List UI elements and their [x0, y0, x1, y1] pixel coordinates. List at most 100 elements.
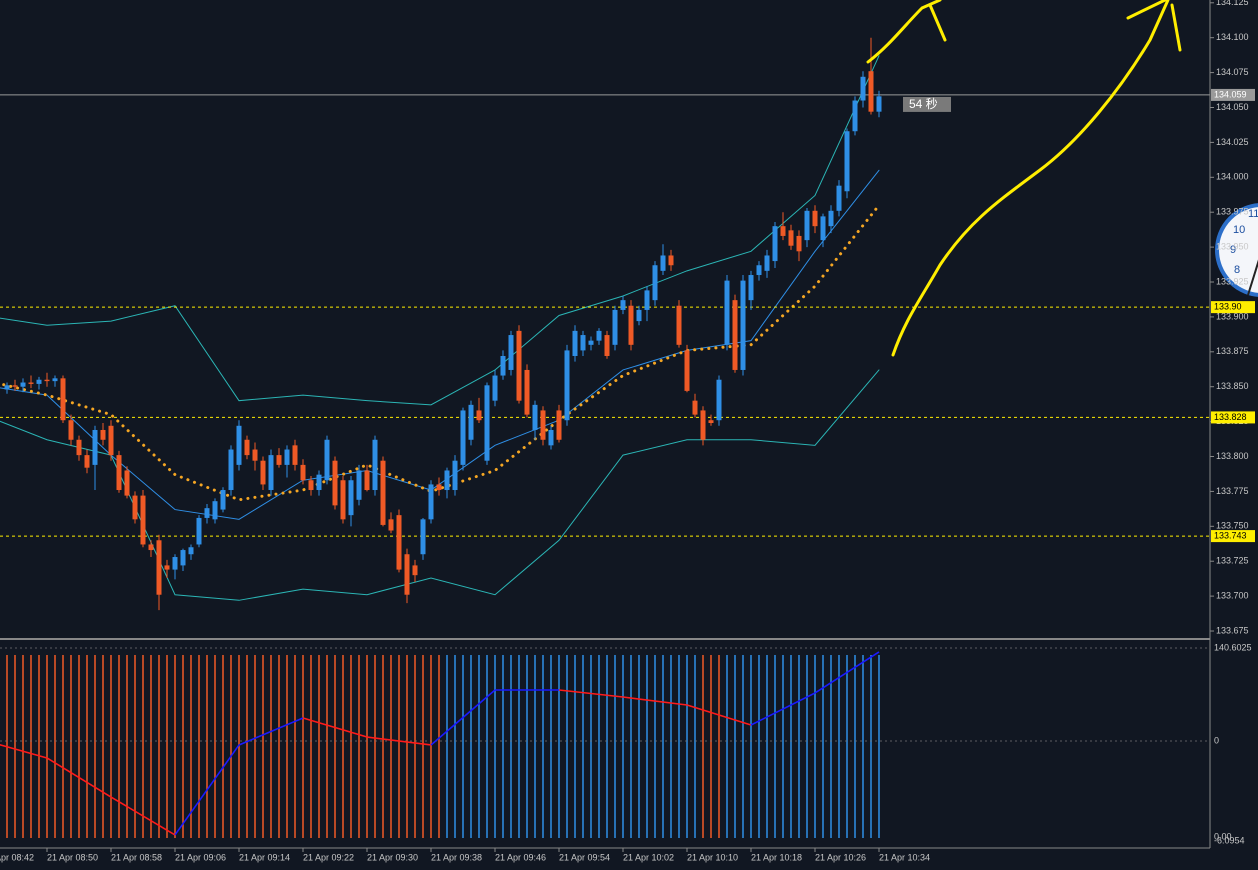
candle-body [868, 71, 874, 112]
candle-body [524, 369, 530, 415]
level-label-box [1211, 411, 1255, 424]
oscillator-line [686, 704, 752, 726]
candle-body [828, 210, 834, 227]
candle-body [164, 565, 170, 570]
candle-body [228, 449, 234, 491]
candle-body [68, 420, 74, 440]
y-tick-label: 133.725 [1216, 556, 1249, 566]
candle-body [660, 255, 666, 271]
oscillator-line [174, 744, 240, 836]
candle-body [4, 385, 10, 390]
candle-body [340, 480, 346, 520]
candle-body [460, 410, 466, 465]
candle-body [388, 519, 394, 531]
candle-body [356, 470, 362, 500]
candle-body [668, 255, 674, 266]
candle-body [332, 460, 338, 506]
annotations [866, 0, 1182, 357]
candle-body [28, 382, 34, 384]
candle-body [636, 309, 642, 322]
candle-body [492, 375, 498, 401]
candle-body [820, 216, 826, 241]
candle-body [540, 410, 546, 440]
candle-body [716, 379, 722, 421]
level-label: 133.90 [1214, 302, 1242, 312]
candle-body [796, 235, 802, 252]
candle-body [844, 131, 850, 192]
candle-body [724, 280, 730, 345]
clock-number: 10 [1233, 224, 1245, 236]
candle-body [740, 280, 746, 370]
candle-body [236, 425, 242, 465]
oscillator-line [302, 717, 368, 738]
candle-body [84, 455, 90, 468]
candle-body [484, 385, 490, 461]
oscillator-line [430, 689, 496, 746]
candle-body [852, 100, 858, 132]
candle-body [412, 565, 418, 576]
candle-body [276, 455, 282, 465]
candle-body [316, 474, 322, 491]
candle-body [468, 404, 474, 440]
y-tick-label: 133.950 [1216, 241, 1249, 251]
candle-body [700, 410, 706, 440]
y-tick-label: 133.975 [1216, 207, 1249, 217]
y-tick-label: -6.0954 [1214, 835, 1245, 845]
oscillator-line [366, 736, 432, 746]
candle-body [404, 554, 410, 595]
x-tick-label: 21 Apr 10:02 [623, 852, 674, 862]
candle-body [788, 230, 794, 246]
candle-body [324, 439, 330, 481]
candle-body [260, 460, 266, 485]
indicator-line [0, 203, 881, 502]
x-tick-label: 21 Apr 09:22 [303, 852, 354, 862]
candle-body [532, 404, 538, 430]
y-tick-label: 134.050 [1216, 102, 1249, 112]
candle-body [292, 445, 298, 465]
level-label: 133.828 [1214, 412, 1247, 422]
candle-body [284, 449, 290, 465]
candle-body [564, 350, 570, 421]
candle-body [764, 255, 770, 271]
candle-body [692, 400, 698, 415]
candle-body [612, 309, 618, 345]
candle-body [684, 350, 690, 391]
candle-body [148, 544, 154, 551]
x-tick-label: 21 Apr 08:58 [111, 852, 162, 862]
candle-body [676, 305, 682, 345]
candle-body [140, 495, 146, 545]
level-label-box [1211, 530, 1255, 543]
candle-body [396, 515, 402, 570]
oscillator-line [750, 692, 816, 726]
y-tick-label: 140.6025 [1214, 642, 1252, 652]
x-tick-label: 21 Apr 09:06 [175, 852, 226, 862]
candle-body [220, 490, 226, 510]
candle-body [268, 455, 274, 491]
candle-body [252, 449, 258, 461]
y-tick-label: 133.775 [1216, 486, 1249, 496]
candle-body [20, 382, 26, 387]
candle-body [348, 480, 354, 516]
candle-body [756, 265, 762, 276]
plot [0, 37, 1210, 838]
candle-body [572, 330, 578, 356]
candle-body [652, 265, 658, 301]
candle-body [780, 226, 786, 236]
candle-body [204, 508, 210, 518]
candle-body [52, 378, 58, 382]
candle-body [300, 464, 306, 481]
countdown-box [903, 96, 951, 112]
candle-body [860, 76, 866, 101]
candle-body [172, 557, 178, 570]
candle-body [436, 484, 442, 491]
candle-body [500, 355, 506, 376]
y-tick-label: 133.700 [1216, 590, 1249, 600]
candle-body [620, 300, 626, 310]
clock-number: 11 [1248, 208, 1258, 220]
x-tick-label: 21 Apr 09:14 [239, 852, 290, 862]
x-tick-label: 21 Apr 10:26 [815, 852, 866, 862]
clock-face [1215, 203, 1258, 297]
candle-body [92, 429, 98, 465]
y-tick-label: 133.750 [1216, 521, 1249, 531]
